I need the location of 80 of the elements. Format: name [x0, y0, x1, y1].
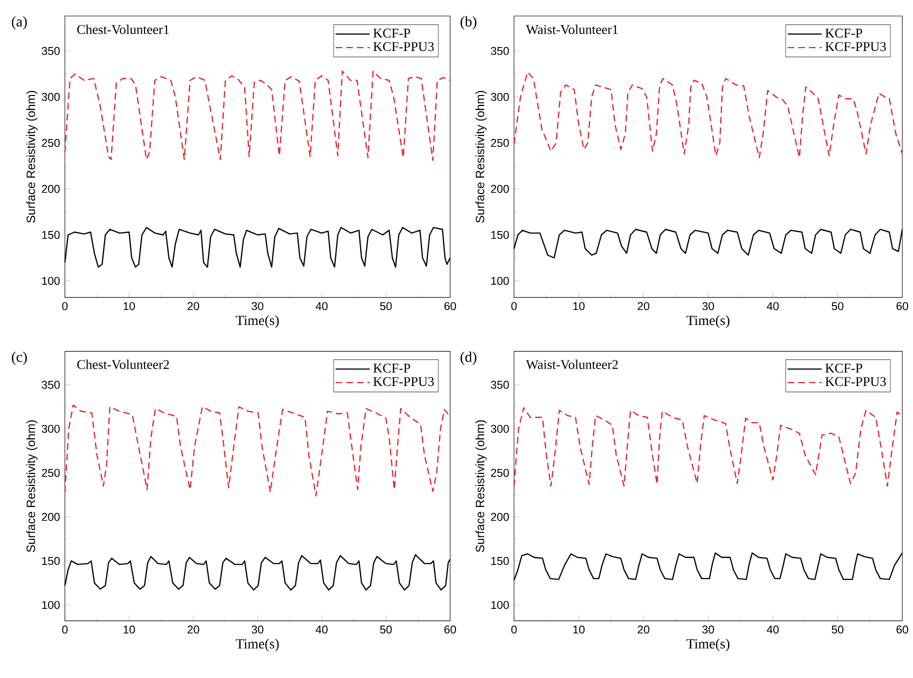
- line-series: [513, 72, 903, 158]
- y-tick-label: 100: [491, 601, 509, 610]
- y-axis-title: Surface Resistivity (ohm): [26, 91, 38, 223]
- x-tick-label: 40: [316, 626, 328, 634]
- y-tick-label: 100: [42, 277, 60, 286]
- x-tick-label: 60: [896, 302, 908, 310]
- annotation: Waist-Volunteer1: [526, 24, 618, 34]
- legend-label: KCF-PPU3: [825, 377, 886, 386]
- x-tick-label: 20: [188, 302, 200, 310]
- legend-label: KCF-P: [373, 364, 410, 373]
- x-tick-label: 10: [573, 626, 585, 634]
- x-tick-label: 20: [638, 302, 650, 310]
- y-tick-label: 300: [490, 424, 509, 433]
- legend-label: KCF-P: [825, 364, 862, 373]
- x-tick-label: 10: [573, 302, 585, 310]
- text: (a): [12, 16, 27, 30]
- y-tick-label: 150: [491, 231, 509, 240]
- x-tick-label: 50: [380, 302, 392, 310]
- y-axis-title: Surface Resistivity (ohm): [26, 420, 38, 552]
- y-tick-label: 150: [491, 557, 509, 566]
- y-tick-label: 250: [42, 139, 60, 148]
- y-tick-label: 200: [491, 513, 509, 522]
- y-tick-label: 100: [42, 601, 60, 610]
- x-tick-label: 10: [124, 302, 135, 310]
- x-tick-label: 40: [766, 626, 779, 634]
- x-tick-label: 10: [124, 626, 135, 634]
- y-tick-label: 250: [491, 139, 509, 148]
- x-tick-label: 50: [832, 626, 844, 634]
- text: (b): [460, 16, 476, 30]
- y-tick-label: 350: [490, 380, 509, 389]
- y-tick-label: 250: [491, 469, 509, 477]
- x-axis-title: Time(s): [686, 315, 730, 328]
- y-axis-title: Surface Resistivity (ohm): [475, 420, 487, 552]
- y-tick-label: 150: [42, 231, 60, 240]
- y-tick-label: 350: [42, 380, 60, 389]
- y-tick-label: 150: [42, 557, 60, 566]
- y-tick-label: 200: [491, 185, 509, 194]
- line-series: [64, 404, 451, 496]
- text: (c): [12, 352, 27, 365]
- y-tick-label: 300: [42, 424, 60, 433]
- x-tick-label: 40: [316, 302, 328, 310]
- legend-label: KCF-P: [373, 28, 410, 38]
- y-tick-label: 200: [42, 513, 60, 522]
- x-tick-label: 60: [444, 626, 456, 634]
- y-tick-label: 350: [42, 47, 60, 56]
- legend-label: KCF-PPU3: [825, 42, 886, 52]
- x-tick-label: 0: [62, 302, 68, 310]
- annotation: Waist-Volunteer2: [526, 360, 618, 370]
- y-axis-title: Surface Resistivity (ohm): [475, 91, 487, 223]
- annotation: Chest-Volunteer1: [77, 24, 169, 34]
- legend-label: KCF-PPU3: [373, 42, 434, 52]
- x-tick-label: 30: [252, 626, 264, 634]
- x-tick-label: 0: [62, 626, 68, 634]
- annotation: Chest-Volunteer2: [77, 360, 169, 370]
- y-tick-label: 350: [490, 47, 509, 56]
- x-axis-title: Time(s): [686, 638, 730, 652]
- x-tick-label: 30: [252, 302, 264, 310]
- x-axis-title: Time(s): [236, 638, 279, 652]
- legend-label: KCF-PPU3: [373, 377, 434, 386]
- x-tick-label: 0: [511, 302, 517, 310]
- x-tick-label: 50: [832, 302, 844, 310]
- x-tick-label: 50: [380, 626, 392, 634]
- x-tick-label: 60: [896, 626, 908, 634]
- legend-label: KCF-P: [825, 28, 862, 38]
- y-tick-label: 200: [42, 185, 60, 194]
- line-series: [64, 70, 451, 162]
- x-tick-label: 0: [511, 626, 517, 634]
- x-tick-label: 30: [702, 626, 714, 634]
- x-tick-label: 20: [188, 626, 200, 634]
- x-tick-label: 30: [702, 302, 714, 310]
- y-tick-label: 300: [490, 93, 509, 102]
- y-tick-label: 100: [491, 277, 509, 286]
- x-tick-label: 20: [638, 626, 650, 634]
- x-axis-title: Time(s): [236, 315, 279, 328]
- x-tick-label: 60: [444, 302, 456, 310]
- y-tick-label: 300: [42, 93, 60, 102]
- x-tick-label: 40: [766, 302, 779, 310]
- line-series: [513, 407, 903, 487]
- y-tick-label: 250: [42, 469, 60, 477]
- text: (d): [460, 352, 476, 365]
